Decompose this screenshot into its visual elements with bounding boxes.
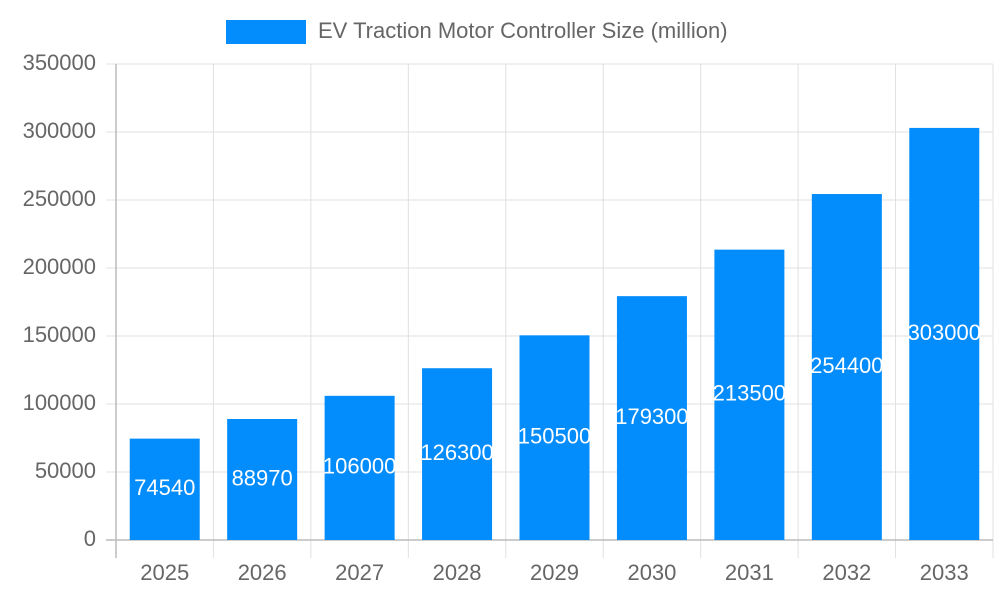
legend-swatch — [226, 20, 306, 44]
y-tick-label: 350000 — [23, 50, 96, 75]
data-label: 126300 — [420, 440, 493, 465]
bar — [616, 296, 687, 540]
bar — [811, 194, 882, 541]
y-tick-label: 150000 — [23, 322, 96, 347]
bar — [519, 335, 590, 540]
y-tick-label: 300000 — [23, 118, 96, 143]
data-label: 179300 — [615, 404, 688, 429]
bar — [422, 368, 493, 540]
data-label: 254400 — [810, 353, 883, 378]
data-label: 88970 — [232, 465, 293, 490]
y-tick-label: 250000 — [23, 186, 96, 211]
y-tick-label: 50000 — [35, 458, 96, 483]
x-tick-label: 2031 — [725, 560, 774, 585]
x-tick-label: 2029 — [530, 560, 579, 585]
y-tick-label: 100000 — [23, 390, 96, 415]
x-tick-label: 2030 — [627, 560, 676, 585]
bar — [227, 419, 298, 540]
bar — [714, 249, 785, 540]
data-label: 74540 — [134, 475, 195, 500]
x-tick-label: 2032 — [822, 560, 871, 585]
data-label: 106000 — [323, 454, 396, 479]
x-tick-label: 2027 — [335, 560, 384, 585]
y-tick-label: 0 — [84, 526, 96, 551]
x-tick-label: 2026 — [238, 560, 287, 585]
x-tick-label: 2025 — [140, 560, 189, 585]
bar — [324, 395, 395, 540]
data-label: 213500 — [713, 381, 786, 406]
x-tick-label: 2033 — [920, 560, 969, 585]
y-tick-label: 200000 — [23, 254, 96, 279]
data-label: 150500 — [518, 423, 591, 448]
bar — [129, 438, 200, 540]
data-label: 303000 — [908, 320, 981, 345]
x-tick-label: 2028 — [433, 560, 482, 585]
legend-label: EV Traction Motor Controller Size (milli… — [318, 18, 728, 43]
bar — [909, 127, 980, 541]
